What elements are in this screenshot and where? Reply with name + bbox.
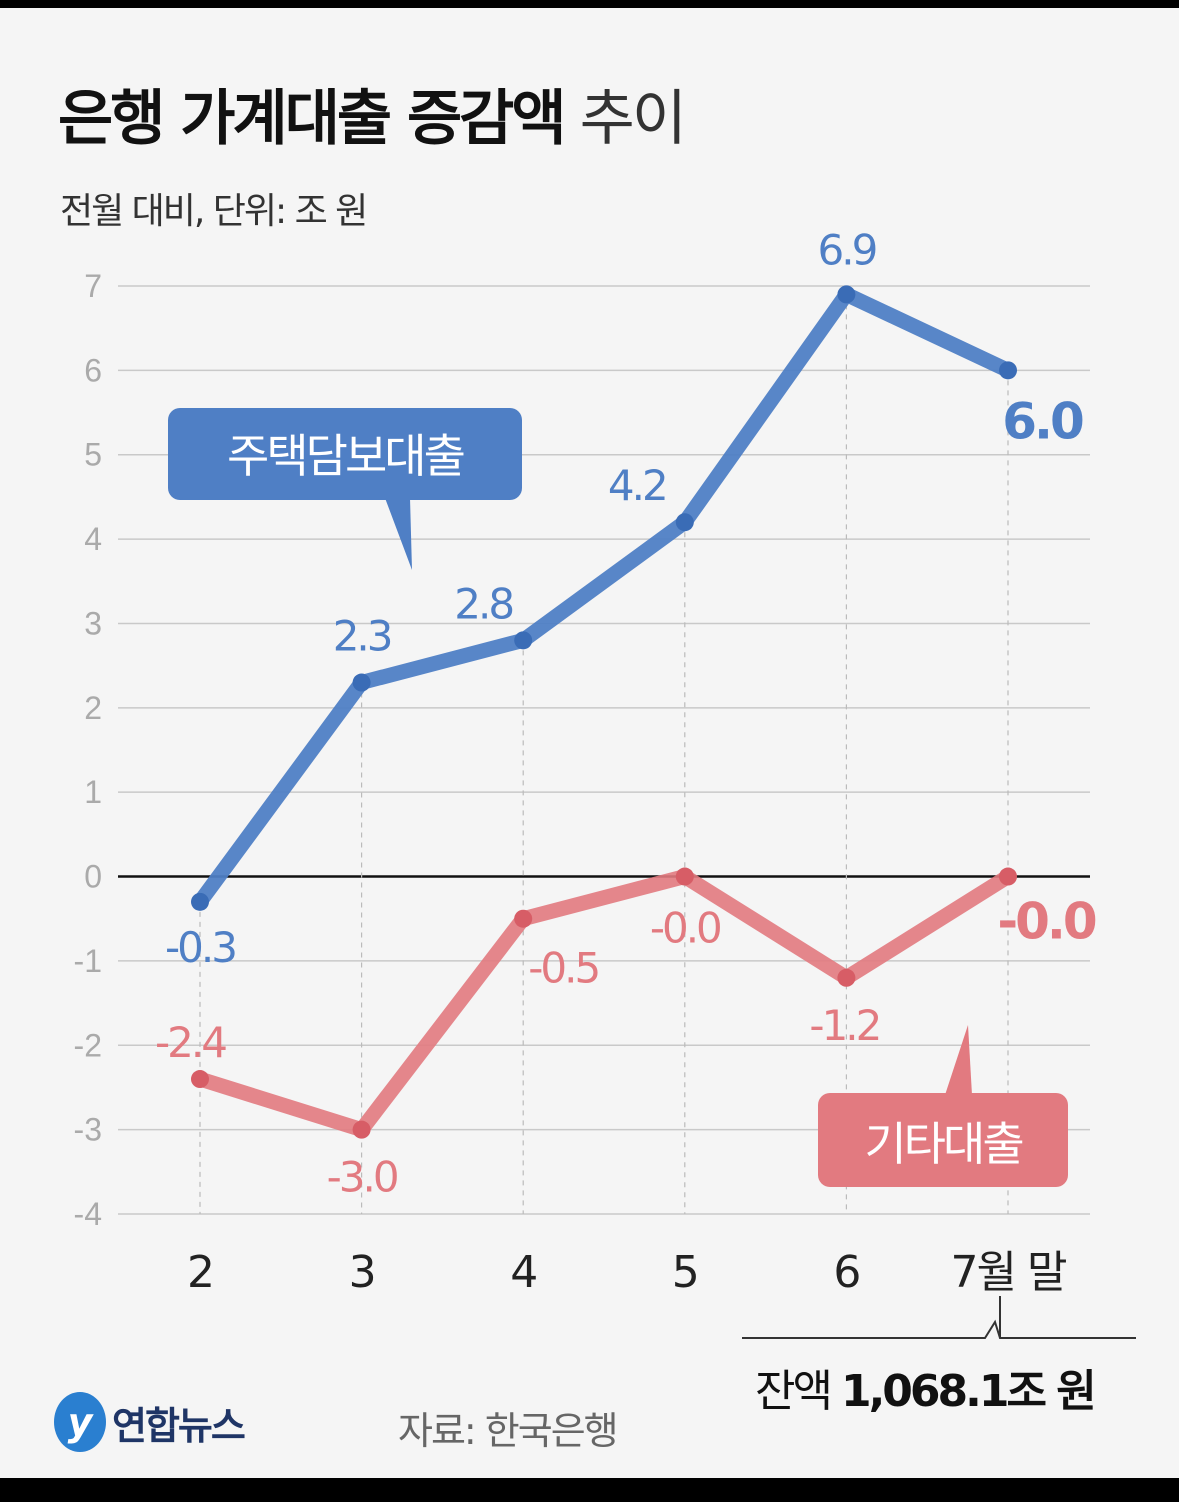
data-point	[675, 513, 694, 532]
series-line-mortgage	[192, 286, 1016, 910]
chart-title: 은행 가계대출 증감액 추이	[58, 84, 687, 154]
x-tick-label: 7월 말	[951, 1247, 1066, 1298]
y-tick-label: 5	[84, 437, 102, 473]
y-tick-label: 4	[84, 521, 102, 557]
x-tick-label: 5	[672, 1247, 698, 1298]
data-point	[352, 673, 371, 692]
data-point	[837, 968, 856, 987]
data-point	[191, 1070, 209, 1089]
data-label: -3.0	[327, 1153, 397, 1202]
y-tick-label: 6	[84, 352, 102, 388]
callout-pointer	[945, 1025, 972, 1095]
x-tick-label: 2	[187, 1247, 213, 1298]
data-point	[999, 361, 1017, 380]
logo: y 연합뉴스	[54, 1392, 246, 1452]
data-label: 4.2	[608, 461, 666, 510]
data-point	[352, 1120, 371, 1139]
legend-callout-other	[818, 1093, 1068, 1187]
data-point	[191, 892, 209, 911]
callout-pointer	[385, 498, 412, 570]
y-tick-label: 7	[84, 268, 102, 304]
series-line-other-loans	[192, 869, 1016, 1138]
data-label: -0.0	[997, 893, 1096, 951]
data-point	[999, 867, 1017, 886]
source-note: 자료: 한국은행	[398, 1409, 619, 1453]
x-tick-label: 4	[510, 1247, 536, 1298]
legend-label: 주택담보대출	[227, 429, 464, 483]
legend-callout-mortgage	[168, 408, 522, 500]
balance-bracket	[742, 1296, 1136, 1339]
data-point	[837, 285, 856, 304]
data-label: -0.0	[650, 904, 720, 953]
data-point	[514, 631, 533, 650]
data-label: -0.5	[528, 944, 598, 993]
y-tick-label: -4	[74, 1196, 102, 1232]
data-point	[675, 867, 694, 886]
y-tick-label: 2	[84, 690, 102, 726]
data-label: 6.0	[1002, 392, 1083, 450]
data-label: 6.9	[818, 225, 876, 274]
y-tick-label: 3	[84, 605, 102, 641]
data-label: 2.3	[333, 612, 391, 661]
x-tick-label: 6	[833, 1247, 859, 1298]
top-border	[0, 0, 1179, 8]
y-tick-label: 0	[84, 859, 102, 895]
bottom-border	[0, 1478, 1179, 1502]
x-tick-label: 3	[349, 1247, 375, 1298]
y-tick-label: -1	[74, 943, 102, 979]
y-tick-label: -3	[74, 1112, 102, 1148]
y-tick-label: -2	[74, 1027, 102, 1063]
data-label: -0.3	[165, 923, 235, 972]
data-label: -1.2	[809, 1001, 879, 1050]
data-label: 2.8	[454, 579, 512, 628]
chart-subtitle: 전월 대비, 단위: 조 원	[60, 191, 368, 232]
balance-note: 잔액 1,068.1조 원	[755, 1366, 1097, 1417]
y-tick-label: 1	[84, 774, 102, 810]
legend-label: 기타대출	[864, 1117, 1022, 1171]
data-point	[514, 909, 533, 928]
data-label: -2.4	[155, 1018, 226, 1067]
logo-icon: y	[54, 1392, 106, 1452]
